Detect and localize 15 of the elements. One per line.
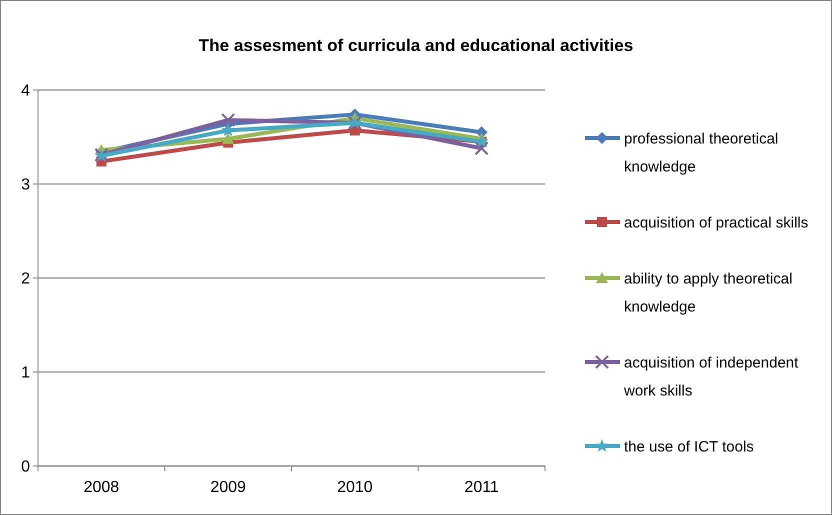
- y-tick-label: 3: [21, 176, 30, 194]
- x-tick-label: 2009: [210, 479, 246, 496]
- x-tick-label: 2010: [337, 479, 373, 496]
- y-tick-label: 2: [21, 270, 30, 288]
- legend-label: the use of ICT tools: [624, 438, 754, 456]
- y-tick-label: 1: [21, 364, 30, 382]
- legend-label: acquisition of independent work skills: [623, 354, 800, 400]
- chart-title: The assesment of curricula and educational activities: [198, 36, 634, 55]
- y-tick-label: 4: [21, 82, 30, 100]
- x-tick-label: 2011: [464, 479, 499, 496]
- y-tick-label: 0: [21, 458, 30, 476]
- legend-label: acquisition of practical skills: [624, 214, 808, 232]
- legend-label: professional theoretical knowledge: [624, 130, 778, 176]
- x-tick-label: 2008: [84, 479, 120, 496]
- legend-label: ability to apply theoretical knowledge: [624, 270, 792, 316]
